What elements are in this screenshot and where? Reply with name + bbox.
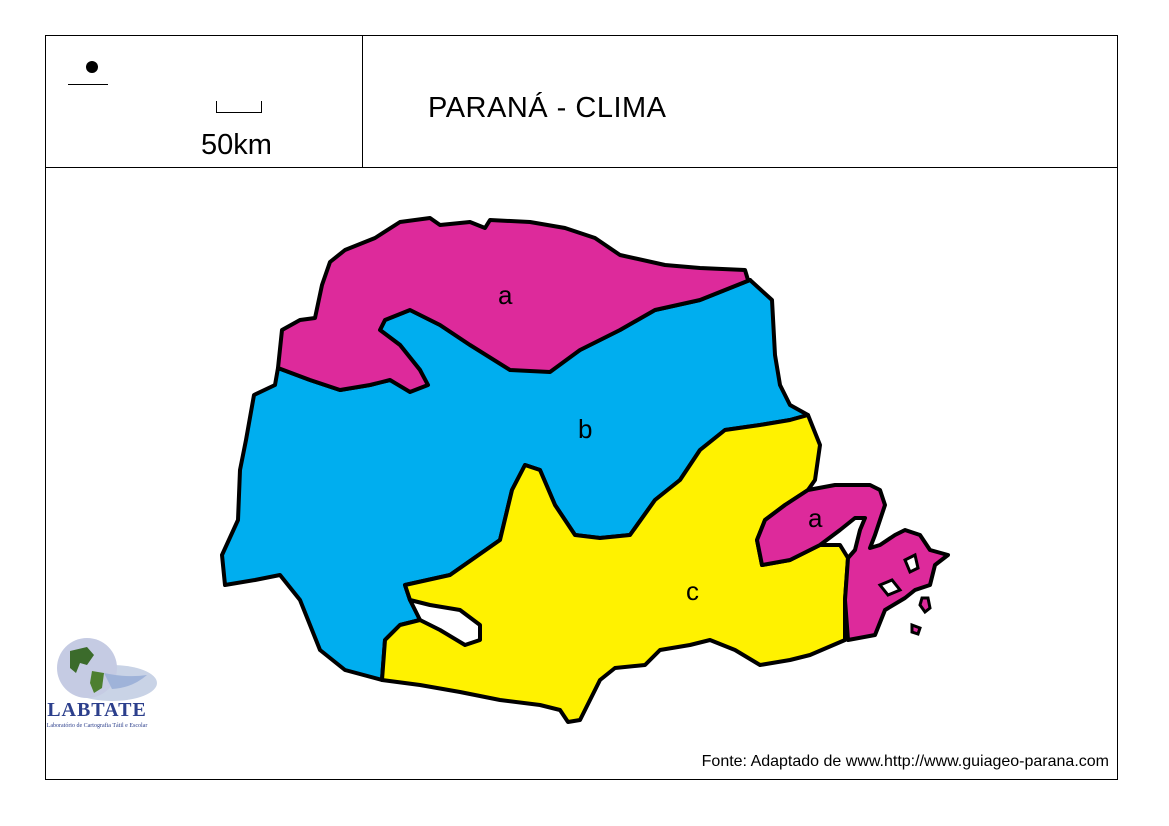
region-label-b: b	[578, 414, 592, 444]
north-indicator-icon	[86, 61, 98, 73]
island-4	[903, 552, 920, 575]
logo-subtitle: Laboratório de Cartografia Tátil e Escol…	[46, 723, 148, 729]
labtate-logo: LABTATE Laboratório de Cartografia Tátil…	[32, 633, 162, 733]
region-c	[380, 413, 850, 724]
map-frame: 50km PARANÁ - CLIMA Fonte: Adaptado de w…	[45, 35, 1118, 780]
island-3	[877, 578, 903, 597]
source-caption: Fonte: Adaptado de www.http://www.guiage…	[701, 753, 1109, 770]
island-2	[910, 622, 922, 636]
island-1	[918, 596, 932, 615]
north-indicator-line	[68, 84, 108, 85]
scale-label: 50km	[201, 129, 272, 161]
logo-title: LABTATE	[47, 699, 147, 721]
header-divider	[46, 167, 1117, 168]
region-a-north	[276, 216, 752, 394]
scale-bar	[216, 101, 262, 113]
region-label-a-east: a	[808, 503, 823, 533]
region-label-a-north: a	[498, 280, 513, 310]
header-separator	[362, 36, 363, 167]
region-label-c: c	[686, 576, 699, 606]
globe-hand-icon	[57, 638, 157, 701]
region-a-east	[755, 483, 950, 642]
map-title: PARANÁ - CLIMA	[428, 92, 667, 124]
